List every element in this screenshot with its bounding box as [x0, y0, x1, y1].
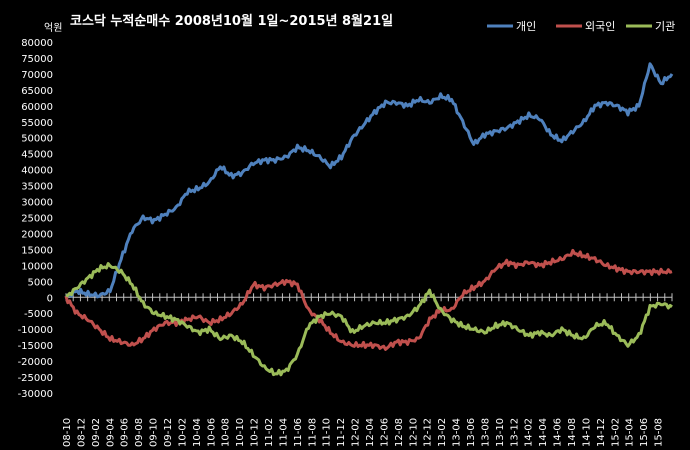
y-tick-label: 65000 — [21, 86, 53, 97]
x-tick-label: 10-04 — [192, 418, 203, 447]
x-tick-label: 13-12 — [509, 418, 520, 447]
x-tick-label: 14-10 — [581, 418, 592, 447]
series-line-3 — [65, 262, 673, 377]
x-tick-label: 10-10 — [235, 418, 246, 447]
y-tick-label: -15000 — [18, 341, 53, 352]
y-tick-label: 55000 — [21, 118, 53, 129]
y-tick-label: 5000 — [28, 277, 53, 288]
y-axis-unit-label: 억원 — [44, 22, 62, 34]
x-tick-label: 11-12 — [336, 418, 347, 447]
y-tick-label: 60000 — [21, 102, 53, 113]
x-tick-label: 09-02 — [91, 418, 102, 447]
y-tick-label: -10000 — [18, 325, 53, 336]
y-tick-label: -30000 — [18, 389, 53, 400]
x-tick-label: 09-04 — [105, 418, 116, 447]
y-tick-label: 50000 — [21, 134, 53, 145]
x-tick-label: 14-06 — [553, 418, 564, 447]
y-tick-label: 40000 — [21, 166, 53, 177]
x-tick-label: 15-04 — [625, 418, 636, 447]
y-tick-label: 10000 — [21, 261, 53, 272]
x-tick-label: 15-08 — [654, 418, 665, 447]
series-line-2 — [64, 248, 673, 351]
x-tick-label: 13-10 — [495, 418, 506, 447]
y-tick-label: 75000 — [21, 54, 53, 65]
y-axis: -30000 -25000 -20000 -15000 -10000 -5000 0 5000… — [18, 38, 53, 400]
x-tick-label: 11-02 — [264, 418, 275, 447]
x-tick-label: 08-12 — [76, 418, 87, 447]
legend-label-3: 기관 — [655, 20, 675, 33]
x-tick-label: 12-10 — [408, 418, 419, 447]
y-tick-label: -5000 — [24, 309, 53, 320]
x-tick-label: 14-08 — [567, 418, 578, 447]
x-tick-label: 15-02 — [610, 418, 621, 447]
y-tick-label: -25000 — [18, 373, 53, 384]
x-tick-label: 09-06 — [120, 418, 131, 447]
chart-title: 코스닥 누적순매수 2008년10월 1일~2015년 8월21일 — [70, 13, 393, 29]
x-tick-label: 10-08 — [221, 418, 232, 447]
x-tick-label: 13-02 — [437, 418, 448, 447]
x-tick-label: 10-12 — [250, 418, 261, 447]
x-tick-label: 12-08 — [394, 418, 405, 447]
y-tick-label: -20000 — [18, 357, 53, 368]
x-tick-label: 14-02 — [524, 418, 535, 447]
y-tick-label: 35000 — [21, 182, 53, 193]
y-tick-label: 0 — [47, 293, 53, 304]
series-line-1 — [64, 62, 674, 299]
x-tick-label: 12-02 — [351, 418, 362, 447]
x-tick-labels: 08-10 08-12 09-02 09-04 09-06 09-08 09-10 09-12… — [62, 418, 665, 447]
x-tick-label: 11-04 — [278, 418, 289, 447]
series-lines — [64, 62, 674, 377]
y-tick-label: 15000 — [21, 245, 53, 256]
y-tick-label: 25000 — [21, 214, 53, 225]
x-tick-label: 10-06 — [206, 418, 217, 447]
x-tick-label: 11-06 — [293, 418, 304, 447]
x-tick-label: 13-06 — [466, 418, 477, 447]
x-tick-label: 13-08 — [480, 418, 491, 447]
x-tick-label: 12-12 — [423, 418, 434, 447]
x-tick-label: 13-04 — [452, 418, 463, 447]
legend-label-2: 외국인 — [585, 20, 615, 33]
legend: 개인 외국인 기관 — [487, 20, 675, 33]
x-tick-label: 09-12 — [163, 418, 174, 447]
x-tick-label: 10-02 — [177, 418, 188, 447]
x-tick-label: 12-04 — [365, 418, 376, 447]
x-tick-label: 11-10 — [322, 418, 333, 447]
x-tick-label: 12-06 — [379, 418, 390, 447]
x-tick-label: 15-06 — [639, 418, 650, 447]
y-tick-label: 45000 — [21, 150, 53, 161]
x-tick-label: 11-08 — [307, 418, 318, 447]
x-tick-label: 09-08 — [134, 418, 145, 447]
x-tick-label: 14-04 — [538, 418, 549, 447]
y-tick-label: 80000 — [21, 38, 53, 49]
y-tick-label: 70000 — [21, 70, 53, 81]
x-tick-label: 09-10 — [149, 418, 160, 447]
x-tick-label: 14-12 — [596, 418, 607, 447]
y-tick-label: 20000 — [21, 229, 53, 240]
legend-label-1: 개인 — [516, 20, 536, 33]
y-tick-label: 30000 — [21, 198, 53, 209]
x-tick-label: 08-10 — [62, 418, 73, 447]
x-axis — [65, 293, 673, 302]
